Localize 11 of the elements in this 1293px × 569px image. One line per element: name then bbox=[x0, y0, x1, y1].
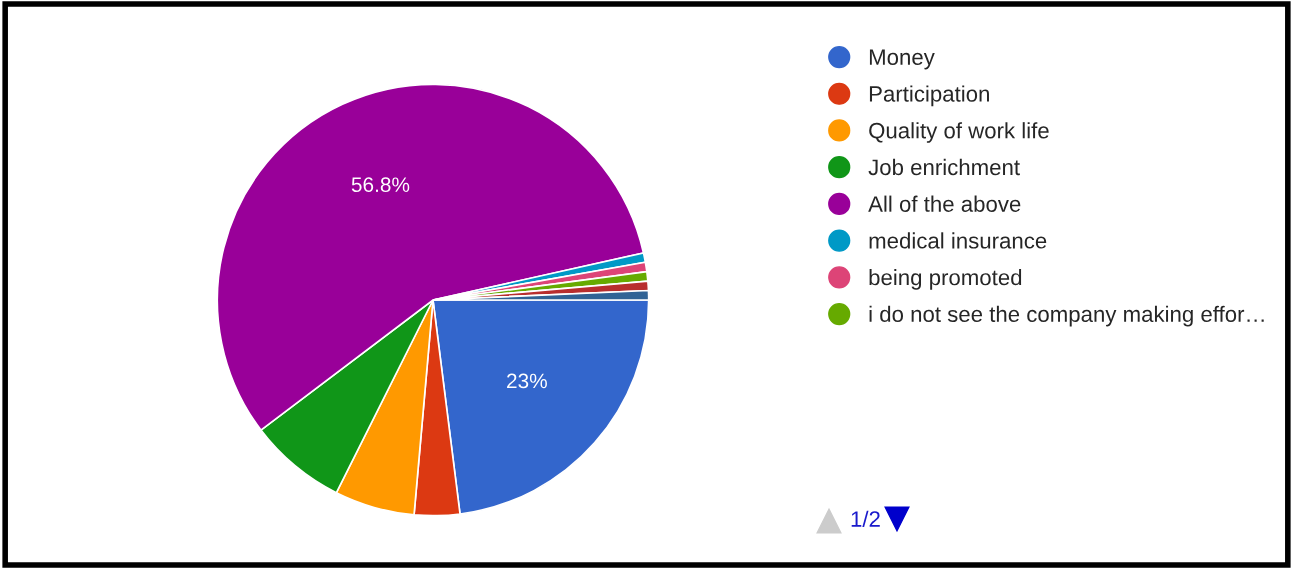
legend-label: medical insurance bbox=[869, 232, 1047, 249]
data-label: 56.8% bbox=[351, 177, 410, 193]
legend-label: Quality of work life bbox=[869, 122, 1049, 143]
legend-label: being promoted bbox=[869, 269, 1022, 290]
data-label: 23% bbox=[507, 373, 547, 389]
legend-label: All of the above bbox=[868, 195, 1021, 212]
text: 1/2 bbox=[851, 510, 880, 527]
legend-label: i do not see the company making effor… bbox=[869, 305, 1264, 327]
legend-label: Job enrichment bbox=[868, 158, 1020, 176]
legend-label: Money bbox=[869, 49, 935, 70]
legend-label: Participation bbox=[869, 85, 989, 107]
